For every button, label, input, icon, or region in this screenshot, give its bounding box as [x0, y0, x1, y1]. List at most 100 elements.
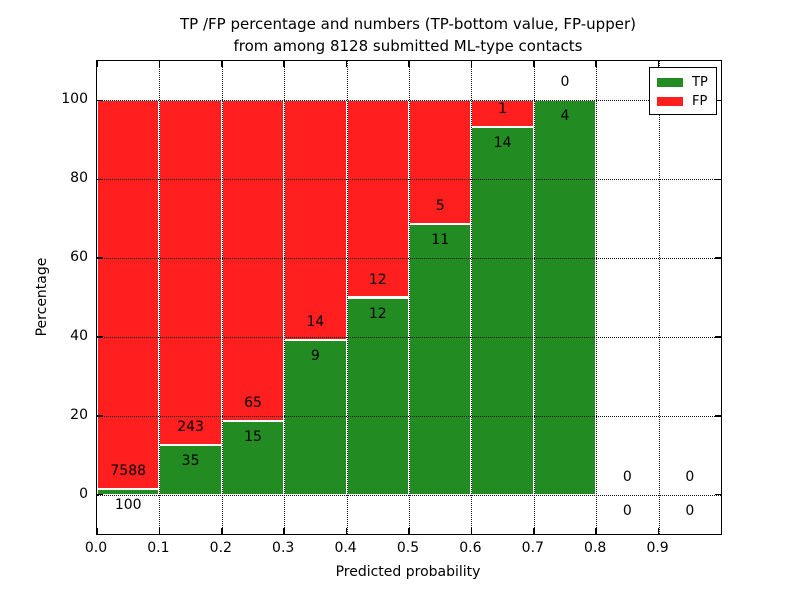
- fp-count-label: 65: [244, 394, 262, 411]
- x-tick: [345, 528, 348, 534]
- fp-bar: [159, 100, 222, 445]
- tp-legend-label: TP: [692, 75, 708, 90]
- x-tick: [158, 528, 161, 534]
- tp-bar: [159, 444, 222, 495]
- y-tick: [97, 493, 103, 496]
- tp-bar: [346, 297, 409, 495]
- y-tick: [97, 415, 103, 417]
- fp-bar: [471, 100, 534, 127]
- fp-count-label: 12: [368, 271, 387, 288]
- x-gridline: [159, 61, 161, 534]
- plot-area: 0 0 0 0 4 0 14 1 11 5 12 12 9 14 15 65 35 243 100 7588 TP F…: [96, 60, 722, 535]
- y-gridline: [97, 415, 721, 417]
- y-tick-label: 80: [70, 170, 88, 187]
- tp-count-label: 4: [560, 108, 570, 125]
- fp-count-label: 1: [498, 100, 508, 117]
- x-tick-top: [470, 61, 473, 67]
- y-gridline: [97, 336, 721, 338]
- x-tick: [221, 528, 223, 534]
- x-tick-top: [158, 61, 161, 67]
- x-tick-top: [657, 61, 660, 67]
- fp-count-label: 14: [306, 314, 325, 331]
- tp-count-label: 12: [368, 305, 387, 322]
- x-tick-top: [283, 61, 285, 67]
- x-tick: [595, 528, 597, 534]
- x-tick-label: 0.4: [334, 540, 357, 556]
- x-tick: [533, 528, 535, 534]
- x-tick-label: 0.0: [84, 540, 108, 556]
- tp-count-label: 0: [685, 502, 695, 519]
- y-tick: [97, 99, 103, 102]
- tp-count-label: 15: [244, 428, 262, 445]
- tp-count-label: 100: [114, 497, 142, 514]
- fp-legend-label: FP: [692, 94, 708, 109]
- tp-count-label: 9: [310, 348, 320, 365]
- chart-title-line1: TP /FP percentage and numbers (TP-bottom…: [180, 15, 636, 33]
- x-gridline: [409, 61, 410, 534]
- x-tick-label: 0.5: [396, 540, 420, 556]
- chart-title: TP /FP percentage and numbers (TP-bottom…: [108, 13, 708, 57]
- chart-title-line2: from among 8128 submitted ML-type contac…: [233, 37, 583, 55]
- y-tick: [97, 257, 103, 259]
- y-gridline: [97, 494, 721, 496]
- x-tick-top: [96, 61, 98, 67]
- x-tick-label: 0.3: [272, 540, 295, 556]
- legend-item-tp: TP: [657, 73, 709, 92]
- fp-bar: [97, 100, 160, 490]
- tp-count-label: 14: [493, 134, 512, 151]
- fp-count-label: 0: [560, 74, 570, 91]
- tp-bar: [409, 223, 472, 495]
- y-gridline: [97, 100, 721, 102]
- x-axis-label: Predicted probability: [335, 564, 481, 580]
- y-tick-right: [715, 415, 721, 417]
- x-tick: [657, 528, 660, 534]
- x-tick: [96, 528, 98, 534]
- tp-bar: [284, 340, 347, 495]
- y-tick: [97, 336, 103, 338]
- tp-legend-swatch: [657, 78, 683, 87]
- y-tick-right: [715, 257, 721, 259]
- x-gridline: [658, 61, 660, 534]
- x-gridline: [346, 61, 348, 534]
- x-tick: [283, 528, 285, 534]
- tp-count-label: 35: [181, 452, 200, 469]
- legend: TP FP: [649, 67, 717, 115]
- y-tick-right: [715, 178, 721, 180]
- fp-count-label: 0: [685, 468, 695, 485]
- y-tick-label: 100: [61, 91, 88, 108]
- legend-item-fp: FP: [657, 92, 709, 111]
- x-tick: [408, 528, 410, 534]
- x-tick-top: [533, 61, 535, 67]
- y-tick-label: 60: [70, 249, 88, 266]
- x-tick-top: [345, 61, 348, 67]
- fp-count-label: 0: [622, 468, 632, 485]
- x-tick-top: [221, 61, 223, 67]
- fp-count-label: 7588: [110, 463, 147, 480]
- x-gridline: [596, 61, 598, 534]
- y-tick-right: [715, 99, 721, 102]
- y-tick: [97, 178, 103, 180]
- x-tick: [470, 528, 473, 534]
- tp-bar: [97, 489, 160, 495]
- y-axis-label: Percentage: [34, 257, 50, 337]
- tp-bar: [533, 100, 597, 495]
- x-tick-label: 0.1: [147, 540, 170, 556]
- y-gridline: [97, 258, 721, 260]
- x-tick-top: [595, 61, 597, 67]
- fp-count-label: 5: [435, 197, 445, 214]
- x-tick-label: 0.9: [646, 540, 669, 556]
- fp-bar: [284, 100, 347, 341]
- tp-count-label: 11: [431, 231, 450, 248]
- tp-bar: [471, 126, 534, 495]
- x-gridline: [533, 61, 535, 534]
- x-tick-top: [408, 61, 410, 67]
- x-gridline: [221, 61, 223, 534]
- x-tick-label: 0.6: [459, 540, 482, 556]
- y-tick-label: 0: [79, 485, 88, 502]
- y-tick-right: [715, 336, 721, 338]
- tp-count-label: 0: [622, 502, 632, 519]
- fp-bar: [221, 100, 285, 421]
- x-tick-label: 0.2: [209, 540, 232, 556]
- fp-bar: [346, 100, 409, 298]
